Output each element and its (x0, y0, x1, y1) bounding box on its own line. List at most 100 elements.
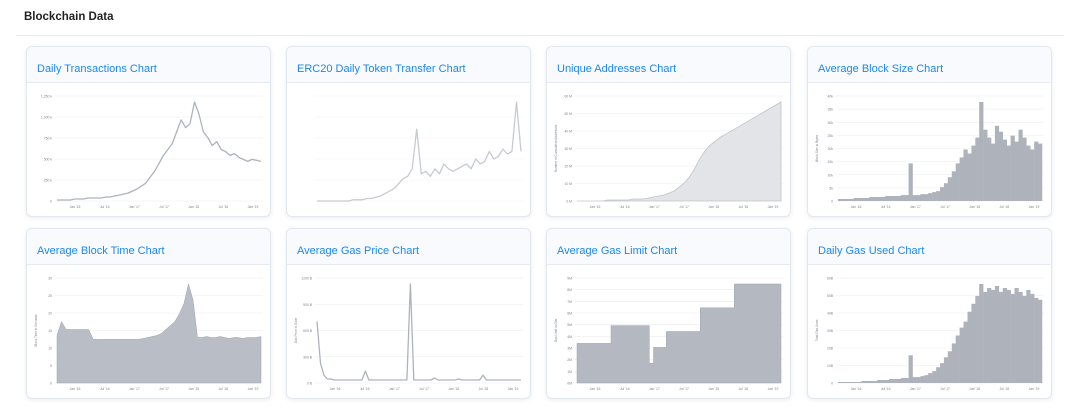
x-tick-label: Jul '16 (881, 387, 891, 391)
series-bar (924, 194, 929, 201)
x-tick-label: Jan '19 (248, 205, 259, 209)
chart-area[interactable]: 40k 35k 30k 25k 20k 15k 10k 5k 0 Jan '16 Jul '16 Ja… (808, 83, 1051, 216)
y-tick-label: 300 B (303, 355, 313, 359)
x-tick-label: Jul '17 (159, 387, 169, 391)
series-bar (975, 137, 980, 201)
y-axis-title: Gas Limit in Gas (554, 318, 558, 342)
y-tick-label: 15k (828, 160, 834, 164)
series-bar (892, 379, 898, 383)
y-tick-label: 5M (567, 323, 572, 327)
y-axis-title: Block Time in Seconds (34, 314, 38, 347)
series-bar (967, 153, 972, 201)
card-title-link[interactable]: Average Block Size Chart (818, 63, 944, 75)
card-title-link[interactable]: ERC20 Daily Token Transfer Chart (297, 63, 466, 75)
series-bar (983, 291, 988, 383)
y-tick-label: 0 (50, 382, 52, 386)
series-bar (940, 187, 945, 201)
x-tick-label: Jul '17 (679, 387, 689, 391)
x-tick-label: Jan '16 (851, 205, 862, 209)
x-tick-label: Jan '18 (708, 205, 719, 209)
y-tick-label: 0 B (307, 382, 313, 386)
y-tick-label: 40B (827, 312, 834, 316)
y-tick-label: 0 (831, 200, 833, 204)
x-tick-label: Jan '16 (70, 205, 81, 209)
y-tick-label: 0 (50, 200, 52, 204)
card-title-link[interactable]: Unique Addresses Chart (557, 63, 677, 75)
chart-area[interactable]: 1,250 k 1,000 k 750 k 500 k 250 k 0 Jan '16 Jul… (27, 83, 270, 216)
chart-svg (315, 95, 523, 202)
x-tick-label: Jul '16 (620, 387, 630, 391)
series-bar (1010, 135, 1015, 201)
series-bar (1006, 145, 1011, 201)
series-bar (928, 373, 933, 383)
series-bar (994, 286, 1000, 383)
x-tick-label: Jul '16 (100, 387, 110, 391)
y-tick-label: 50 M (564, 112, 572, 116)
section-divider (16, 35, 1064, 36)
series-bar (1034, 297, 1039, 383)
x-tick-label: Jul '16 (100, 205, 110, 209)
y-axis-title: Gas Price in Gwei (294, 317, 298, 343)
x-tick-label: Jan '19 (1029, 387, 1040, 391)
chart-area[interactable]: 60B 50B 40B 30B 20B 10B 0 Jan '16 Jul '16 Jan '17… (808, 265, 1051, 398)
chart-area[interactable]: 60 M 50 M 40 M 30 M 20 M 10 M 0 M Jan '16 Jul '1… (547, 83, 790, 216)
y-tick-label: 20k (828, 147, 834, 151)
x-tick-label: Jul '18 (738, 387, 748, 391)
series-bar (845, 199, 850, 201)
x-tick-label: Jul '18 (999, 387, 1009, 391)
card-title-link[interactable]: Average Block Time Chart (37, 245, 165, 257)
chart-area[interactable]: 9M 8M 7M 6M 5M 4M 3M 2M 1M 0M Jan '16 Jul '16 Jan '1… (547, 265, 790, 398)
chart-svg: 30 25 20 15 10 5 0 Jan '16 Jul '16 Jan '17 Jul '17… (34, 277, 263, 391)
series-bar (932, 371, 937, 383)
y-tick-label: 10 M (564, 182, 572, 186)
x-tick-label: Jul '17 (419, 387, 429, 391)
series-bar (873, 197, 878, 201)
series-bar (971, 145, 976, 201)
section-title: Blockchain Data (24, 11, 114, 23)
series-bar (1018, 291, 1023, 383)
y-tick-label: 30 M (564, 147, 572, 151)
x-tick-label: Jan '17 (910, 205, 921, 209)
x-tick-label: Jan '16 (590, 387, 601, 391)
series-bar (853, 198, 858, 201)
y-tick-label: 50B (827, 294, 834, 298)
y-tick-label: 5k (829, 186, 833, 190)
x-tick-label: Jan '19 (768, 387, 779, 391)
x-tick-label: Jan '17 (910, 387, 921, 391)
series-bar (959, 327, 964, 383)
y-tick-label: 60 M (564, 95, 572, 99)
series-bar (904, 195, 909, 201)
y-tick-label: 15 (48, 329, 52, 333)
chart-area[interactable] (287, 83, 530, 216)
series-bar (951, 171, 956, 201)
y-tick-label: 500 k (44, 158, 53, 162)
series-bar (971, 303, 976, 383)
y-tick-label: 1,000 k (41, 116, 52, 120)
card-header: Average Gas Price Chart (287, 229, 530, 265)
chart-area[interactable]: 30 25 20 15 10 5 0 Jan '16 Jul '16 Jan '17 Jul '17… (27, 265, 270, 398)
series-bar (936, 191, 941, 201)
series-bar (998, 131, 1003, 201)
card-title-link[interactable]: Daily Transactions Chart (37, 63, 157, 75)
series-bar (885, 380, 890, 383)
y-tick-label: 8M (567, 288, 572, 292)
card-title-link[interactable]: Average Gas Price Chart (297, 245, 420, 257)
y-tick-label: 250 k (44, 179, 53, 183)
series-bar (932, 192, 937, 201)
y-tick-label: 1,250 k (41, 95, 52, 99)
chart-area[interactable]: 1200 B 900 B 600 B 300 B 0 B Jan '16 Jul '16 Ja… (287, 265, 530, 398)
y-tick-label: 0 (831, 382, 833, 386)
series-bar (1010, 293, 1015, 383)
x-tick-label: Jul '17 (940, 205, 950, 209)
card-avg-block-time: Average Block Time Chart 30 25 20 15 10 5 0 Jan… (26, 228, 271, 399)
y-tick-label: 20B (827, 347, 834, 351)
series-bar (963, 321, 968, 383)
series-bar (959, 157, 964, 201)
card-title-link[interactable]: Daily Gas Used Chart (818, 245, 925, 257)
series-bar (994, 125, 1000, 201)
card-daily-transactions: Daily Transactions Chart 1,250 k 1,000 k 7… (26, 46, 271, 217)
series-bar (979, 284, 984, 383)
series-line (317, 101, 522, 202)
series-bar (841, 382, 847, 383)
card-title-link[interactable]: Average Gas Limit Chart (557, 245, 678, 257)
